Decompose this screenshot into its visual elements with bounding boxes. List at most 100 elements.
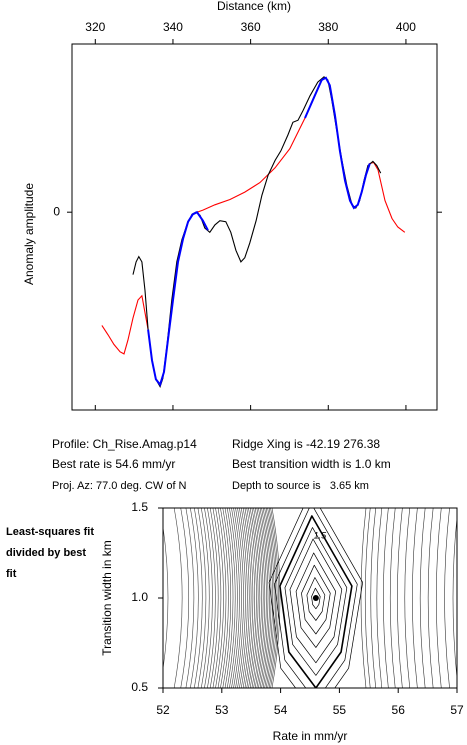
info: Best transition width is 1.0 km [232,457,391,471]
contour-line [194,508,203,688]
x-tick-label: 380 [318,20,338,34]
contour-line [265,508,275,688]
contour-line [180,508,190,688]
contour-line [233,508,242,688]
info: Proj. Az: 77.0 deg. CW of N [52,480,187,492]
contour-line [284,527,348,676]
info: Profile: Ch_Rise.Amag.p14 [52,437,197,451]
contour-line [427,508,434,688]
contour-line [360,508,367,688]
contour-line [253,508,262,688]
x-tick-label: 320 [85,20,105,34]
contour-line [289,538,343,664]
contour-line [435,508,442,688]
contour-line [237,508,246,688]
contour-label: 1.5 [314,530,328,540]
x-tick-label: 360 [241,20,261,34]
contour-line [268,508,364,688]
contour-line [246,508,256,688]
info: Best rate is 54.6 mm/yr [52,457,175,471]
contour-line [217,508,227,688]
plot-frame [162,507,458,689]
contour-line [251,508,261,688]
contour-line [242,508,252,688]
contour-line [197,508,207,688]
y-axis-title: Anomaly amplitude [22,183,36,285]
contour-line [220,508,229,688]
contour-line [389,508,396,688]
contour-line [383,508,389,688]
x-tick-label: 54 [274,703,288,717]
contour-line [240,508,250,688]
x-axis-title: Distance (km) [217,0,291,13]
y-tick-label: 0.5 [131,680,148,694]
x-tick-label: 55 [333,703,347,717]
contour-line [226,508,236,688]
x-tick-label: 52 [156,703,170,717]
contour-line [258,508,267,688]
contour-line [204,508,213,688]
contour-line [254,508,264,688]
info: Depth to source is 3.65 km [232,480,369,492]
y-tick-label: 1.5 [131,500,148,514]
x-tick-label: 57 [450,703,464,717]
y-axis-title: Transition width in km [100,540,114,656]
x-tick-label: 56 [392,703,406,717]
contour-line [370,508,377,688]
plot-frame [71,43,438,411]
x-axis-title: Rate in mm/yr [273,729,348,743]
y-tick-label: 1.0 [131,590,148,604]
contour-line [224,508,234,688]
contour-line [270,508,279,688]
contour-lines [163,508,457,688]
contour-line [295,552,337,648]
contour-line [264,508,273,688]
contour-line [261,508,270,688]
contour-line [301,564,331,635]
contour-line [271,508,281,688]
contour-line [185,508,195,688]
contour-line [212,508,222,688]
info: Ridge Xing is -42.19 276.38 [232,437,380,451]
contour-line [256,508,266,688]
contour-line [239,508,248,688]
contour-line [231,508,240,688]
contour-line [244,508,254,688]
contour-line [229,508,238,688]
contour-line [419,508,426,688]
contour-line [364,508,371,688]
contour-line [306,577,326,621]
contour-line [268,508,278,688]
contour-line [452,514,457,682]
x-tick-label: 53 [215,703,229,717]
contour-line [215,508,224,688]
contour-line [404,508,411,688]
best-fit-point [312,595,319,601]
contour-line [235,508,244,688]
contour-line [267,508,276,688]
contour-line [248,508,257,688]
contour-line [274,508,358,688]
contour-line [397,508,403,688]
contour-line [222,508,232,688]
data-line [132,76,382,389]
contour-line [444,508,450,688]
contour-line [190,508,199,688]
contour-line [209,508,219,688]
contour-line [412,508,418,688]
data-line [147,76,371,387]
y-tick-label: 0 [53,204,60,218]
x-tick-label: 340 [163,20,183,34]
contour-line [173,508,183,688]
contour-line [200,508,210,688]
side-label: Least-squares fit divided by best fit [6,526,95,580]
x-tick-label: 400 [396,20,416,34]
contour-line [376,508,383,688]
contour-line [259,508,269,688]
contour-line [311,587,321,610]
contour-line [249,508,259,688]
contour-line [279,515,353,688]
contour-line [207,508,216,688]
